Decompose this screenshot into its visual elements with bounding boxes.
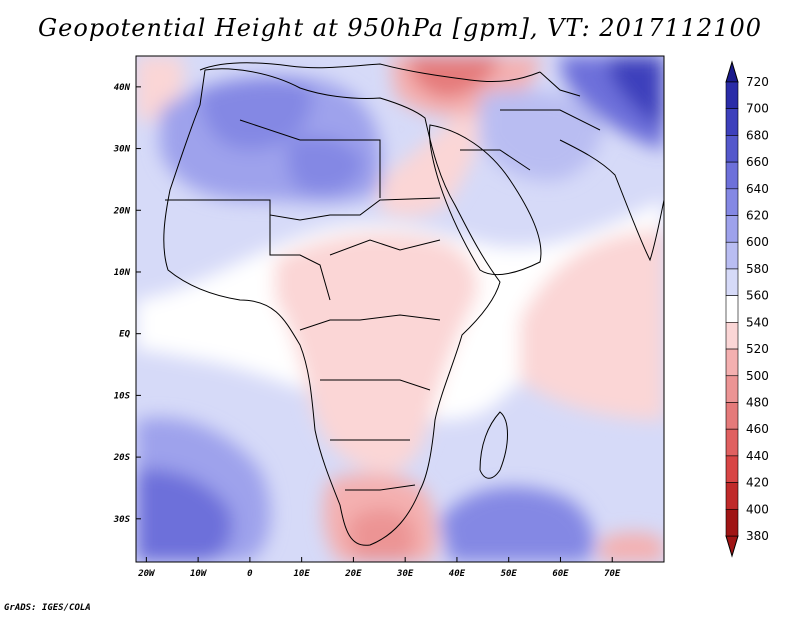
coastlines <box>163 62 664 546</box>
colorbar-label: 460 <box>746 422 769 436</box>
colorbar-swatch <box>725 108 739 136</box>
axis-ticks: 20W 10W 0 10E 20E 30E 40E 50E 60E 70E 40N 30N 20N 10N… <box>113 83 621 579</box>
colorbar-label: 620 <box>746 209 769 223</box>
height-field <box>136 56 664 562</box>
colorbar-swatch <box>725 482 739 510</box>
y-tick-label: 20S <box>113 453 131 463</box>
y-tick-label: 10N <box>114 268 131 278</box>
colorbar-swatch <box>725 375 739 403</box>
colorbar-swatch <box>725 188 739 216</box>
colorbar-label: 540 <box>746 315 769 329</box>
colorbar-swatch <box>725 215 739 243</box>
x-tick-label: 30E <box>396 569 414 579</box>
colorbar-label: 720 <box>746 75 769 89</box>
footer-credit: GrADS: IGES/COLA <box>4 603 91 613</box>
colorbar-label: 560 <box>746 289 769 303</box>
x-tick-label: 60E <box>552 569 569 579</box>
y-tick-label: EQ <box>119 330 130 340</box>
x-tick-label: 10E <box>294 569 311 579</box>
colorbar-label: 380 <box>746 529 769 543</box>
colorbar-swatch <box>725 268 739 296</box>
colorbar-label: 580 <box>746 262 769 276</box>
map-title: Geopotential Height at 950hPa [gpm], VT:… <box>38 14 762 42</box>
colorbar-bottom-arrow <box>725 535 739 558</box>
x-tick-label: 20W <box>137 569 156 579</box>
colorbar-swatch <box>725 348 739 377</box>
colorbar-swatch <box>725 428 739 457</box>
colorbar-swatch <box>725 322 739 350</box>
colorbar-top-arrow <box>725 60 739 83</box>
plot-frame <box>135 55 665 563</box>
x-tick-label: 10W <box>190 569 208 579</box>
colorbar-label: 680 <box>746 128 769 142</box>
x-tick-label: 40E <box>449 569 466 579</box>
colorbar-swatch <box>725 135 739 163</box>
colorbar-swatch <box>725 81 739 110</box>
y-tick-label: 30S <box>113 515 131 525</box>
y-tick-label: 40N <box>114 83 131 93</box>
y-tick-label: 30N <box>113 145 131 155</box>
x-tick-label: 0 <box>247 569 253 579</box>
colorbar-label: 440 <box>746 449 769 463</box>
y-tick-label: 20N <box>113 206 131 216</box>
x-tick-label: 50E <box>501 569 518 579</box>
colorbar-label: 640 <box>746 182 769 196</box>
x-tick-label: 20E <box>344 569 362 579</box>
colorbar-label: 600 <box>746 235 769 249</box>
colorbar-label: 500 <box>746 369 769 383</box>
y-tick-label: 10S <box>114 391 131 401</box>
colorbar-label: 400 <box>746 502 769 516</box>
colorbar-label: 700 <box>746 102 769 116</box>
colorbar-label: 480 <box>746 395 769 409</box>
colorbar: 380 400 420 440 460 480 500 520 540 560 580 600 620 6… <box>725 60 769 558</box>
x-tick-label: 70E <box>604 569 621 579</box>
colorbar-swatch <box>725 295 739 323</box>
colorbar-label: 420 <box>746 476 769 490</box>
colorbar-label: 660 <box>746 155 769 169</box>
colorbar-swatch <box>725 455 739 483</box>
colorbar-swatch <box>725 402 739 430</box>
colorbar-swatch <box>725 161 739 190</box>
colorbar-label: 520 <box>746 342 769 356</box>
colorbar-swatch <box>725 508 739 537</box>
colorbar-swatch <box>725 241 739 270</box>
